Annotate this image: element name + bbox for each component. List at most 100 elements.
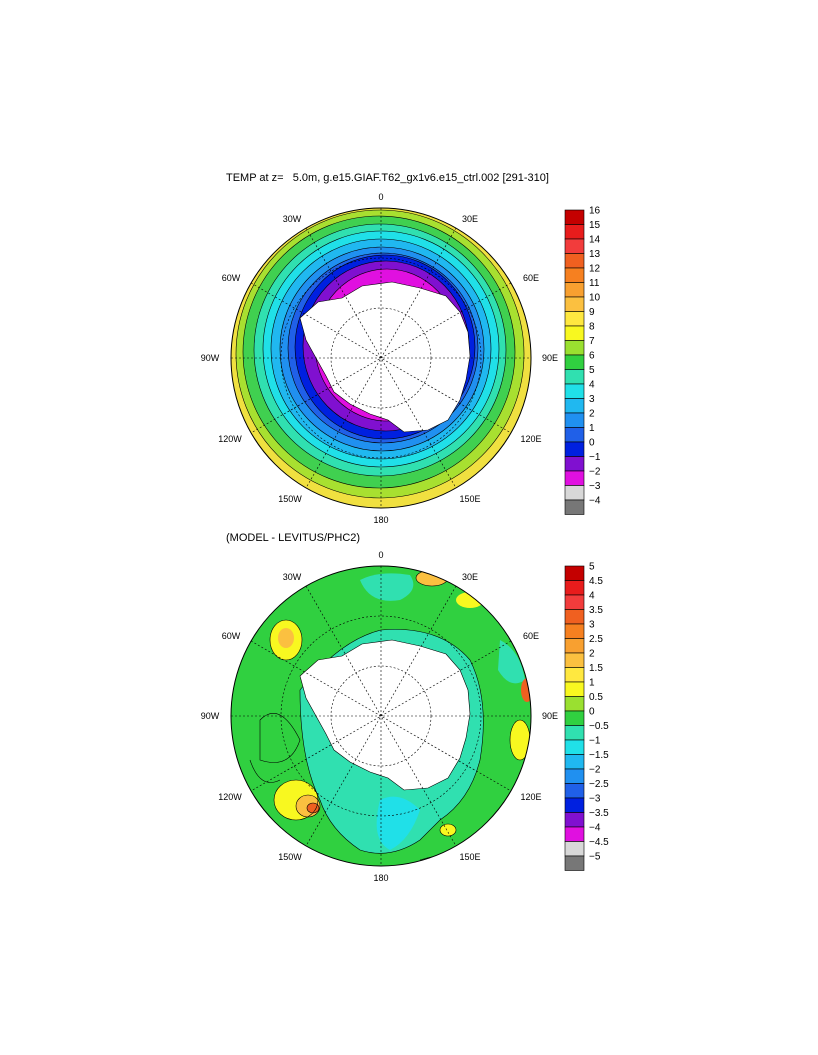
top-colorbar-label: 1 — [589, 423, 595, 434]
bottom-map: 0 30E 60E 90E 120E 150E 180 150W 120W 90… — [201, 550, 558, 883]
bottom-lon-label-120w: 120W — [218, 792, 242, 802]
bottom-colorbar-swatch — [564, 768, 585, 784]
top-colorbar-swatch — [564, 383, 585, 399]
bottom-colorbar-swatch — [564, 594, 585, 610]
top-lon-label-150e: 150E — [459, 494, 480, 504]
bottom-colorbar-swatch — [564, 826, 585, 842]
bottom-colorbar-label: −2 — [589, 765, 601, 776]
bottom-colorbar-label: 0.5 — [589, 692, 603, 703]
bottom-antarctica-landmass — [299, 639, 471, 791]
top-lon-label-90e: 90E — [542, 353, 558, 363]
top-colorbar-label: 12 — [589, 264, 601, 275]
bottom-colorbar-swatch — [564, 696, 585, 712]
bottom-colorbar-swatch — [564, 565, 585, 581]
top-colorbar-label: 0 — [589, 438, 595, 449]
top-colorbar-swatch — [564, 340, 585, 356]
top-colorbar-swatch — [564, 470, 585, 486]
top-colorbar-swatch — [564, 485, 585, 501]
bottom-lon-label-60w: 60W — [222, 631, 241, 641]
top-colorbar-label: 11 — [589, 278, 600, 289]
top-colorbar-label: 7 — [589, 336, 595, 347]
bottom-colorbar-label: 2.5 — [589, 634, 603, 645]
top-lon-label-30e: 30E — [462, 214, 478, 224]
top-lon-label-120e: 120E — [520, 434, 541, 444]
top-colorbar-swatch — [564, 296, 585, 312]
bottom-colorbar-label: 4.5 — [589, 576, 603, 587]
bottom-colorbar-swatch — [564, 609, 585, 625]
top-lon-label-60e: 60E — [523, 273, 539, 283]
top-colorbar-swatch — [564, 267, 585, 283]
top-colorbar-swatch — [564, 282, 585, 298]
bottom-colorbar-label: −1.5 — [589, 750, 609, 761]
top-lon-label-30w: 30W — [283, 214, 302, 224]
bottom-colorbar-swatch — [564, 710, 585, 726]
bottom-colorbar-label: 1.5 — [589, 663, 603, 674]
top-colorbar-swatch — [564, 224, 585, 240]
top-colorbar-swatch — [564, 441, 585, 457]
top-colorbar-swatch — [564, 412, 585, 428]
bottom-colorbar-label: −0.5 — [589, 721, 609, 732]
bottom-colorbar-label: −3 — [589, 794, 601, 805]
top-colorbar-label: 9 — [589, 307, 595, 318]
bottom-colorbar-label: 3.5 — [589, 605, 603, 616]
top-colorbar-label: 16 — [589, 206, 601, 217]
bottom-colorbar-label: −4 — [589, 823, 601, 834]
top-colorbar-label: 13 — [589, 249, 601, 260]
bottom-lon-label-90w: 90W — [201, 711, 220, 721]
bottom-colorbar-label: 2 — [589, 649, 595, 660]
bottom-colorbar-swatch — [564, 580, 585, 596]
top-colorbar-swatch — [564, 456, 585, 472]
top-colorbar-label: 6 — [589, 351, 595, 362]
bottom-colorbar-swatch — [564, 652, 585, 668]
bottom-lon-label-120e: 120E — [520, 792, 541, 802]
top-colorbar-label: −4 — [589, 496, 601, 507]
bottom-colorbar-swatch — [564, 754, 585, 770]
bottom-lon-label-90e: 90E — [542, 711, 558, 721]
bottom-colorbar: 5 4.5 4 3.5 3 2.5 2 1.5 1 0.5 0 −0.5 −1 −1.5 −2 −2.5 −3 −… — [564, 562, 609, 871]
bottom-colorbar-swatch — [564, 855, 585, 871]
top-colorbar-swatch — [564, 253, 585, 269]
top-colorbar-label: 10 — [589, 293, 601, 304]
bottom-colorbar-swatch — [564, 623, 585, 639]
top-colorbar-label: 3 — [589, 394, 595, 405]
top-temperature-field — [231, 208, 531, 508]
bottom-colorbar-label: 4 — [589, 591, 595, 602]
bottom-colorbar-swatch — [564, 725, 585, 741]
top-panel-title: TEMP at z= 5.0m, g.e15.GIAF.T62_gx1v6.e1… — [226, 172, 549, 184]
bottom-colorbar-swatch — [564, 638, 585, 654]
top-lon-label-120w: 120W — [218, 434, 242, 444]
bottom-colorbar-label: −4.5 — [589, 837, 609, 848]
bottom-colorbar-label: 1 — [589, 678, 595, 689]
bottom-colorbar-swatch — [564, 681, 585, 697]
top-colorbar-swatch — [564, 398, 585, 414]
top-colorbar-swatch — [564, 369, 585, 385]
top-colorbar-swatch — [564, 311, 585, 327]
top-colorbar-label: −2 — [589, 467, 601, 478]
top-lon-label-60w: 60W — [222, 273, 241, 283]
bottom-colorbar-swatch — [564, 797, 585, 813]
top-colorbar-swatch — [564, 499, 585, 515]
top-colorbar-label: −1 — [589, 452, 601, 463]
top-colorbar-swatch — [564, 427, 585, 443]
bottom-panel-title: (MODEL - LEVITUS/PHC2) — [226, 532, 361, 544]
bottom-lon-label-60e: 60E — [523, 631, 539, 641]
bottom-lon-label-30w: 30W — [283, 572, 302, 582]
bottom-colorbar-label: −1 — [589, 736, 601, 747]
top-colorbar-swatch — [564, 354, 585, 370]
bottom-colorbar-swatch — [564, 739, 585, 755]
top-lon-label-150w: 150W — [278, 494, 302, 504]
top-colorbar-swatch — [564, 325, 585, 341]
bottom-lon-label-0: 0 — [378, 550, 383, 560]
bottom-colorbar-label: 3 — [589, 620, 595, 631]
top-antarctica-landmass — [299, 281, 471, 433]
top-colorbar-label: 5 — [589, 365, 595, 376]
top-colorbar-swatch — [564, 209, 585, 225]
bottom-difference-field — [231, 566, 531, 866]
top-map: 0 30E 60E 90E 120E 150E 180 150W 120W 90… — [201, 192, 558, 525]
bottom-colorbar-label: 0 — [589, 707, 595, 718]
top-colorbar-label: 2 — [589, 409, 595, 420]
top-colorbar-label: 14 — [589, 235, 601, 246]
bottom-colorbar-swatch — [564, 841, 585, 857]
bottom-colorbar-label: −2.5 — [589, 779, 609, 790]
